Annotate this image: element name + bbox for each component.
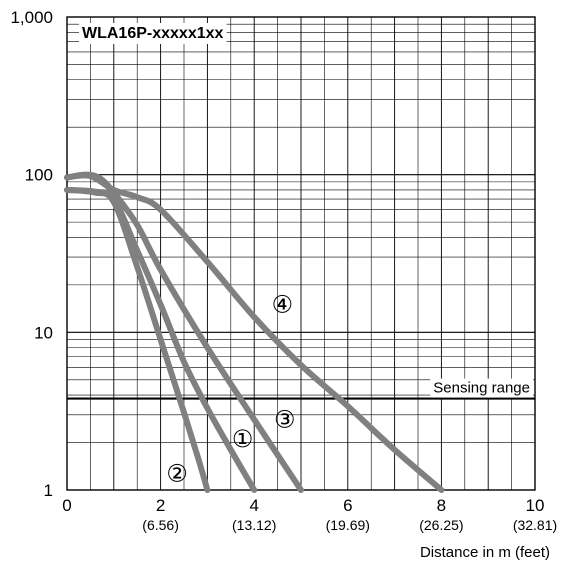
chart-title: WLA16P-xxxxx1xx xyxy=(82,25,224,42)
x-tick-label: 4 xyxy=(249,496,258,515)
series-labels: ① ② ③ ④ xyxy=(166,291,295,488)
title-background xyxy=(79,23,227,44)
x-axis-label: Distance in m (feet) xyxy=(420,544,550,561)
x-tick-sublabel: (32.81) xyxy=(513,517,557,533)
x-axis-ticks: 0 2 (6.56) 4 (13.12) 6 (19.69) 8 (26.25) 10 (32.81… xyxy=(62,496,557,533)
x-tick-sublabel: (13.12) xyxy=(232,517,276,533)
y-tick-label: 10 xyxy=(34,323,53,342)
x-tick-sublabel: (19.69) xyxy=(326,517,370,533)
x-tick-label: 8 xyxy=(437,496,446,515)
title-box: WLA16P-xxxxx1xx xyxy=(79,23,227,44)
series-line xyxy=(64,172,445,493)
series-layer xyxy=(64,171,445,493)
y-tick-label: 100 xyxy=(25,166,53,185)
x-tick-label: 0 xyxy=(62,496,71,515)
sensing-range-label: Sensing range xyxy=(433,380,530,397)
sensing-range-line: Sensing range xyxy=(67,378,535,400)
series-label: ① xyxy=(232,425,254,453)
y-tick-label: 1 xyxy=(44,481,53,500)
y-tick-label: 1,000 xyxy=(10,8,53,27)
series-label: ④ xyxy=(272,291,294,319)
x-tick-sublabel: (26.25) xyxy=(419,517,463,533)
series-label: ③ xyxy=(274,405,296,433)
x-tick-label: 10 xyxy=(526,496,545,515)
x-tick-label: 2 xyxy=(156,496,165,515)
y-axis-ticks: 1 10 100 1,000 xyxy=(10,8,53,500)
sensing-range-label-bg xyxy=(430,378,533,398)
x-tick-label: 6 xyxy=(343,496,352,515)
series-line xyxy=(64,186,211,493)
x-tick-sublabel: (6.56) xyxy=(142,517,179,533)
series-label: ② xyxy=(166,460,188,488)
